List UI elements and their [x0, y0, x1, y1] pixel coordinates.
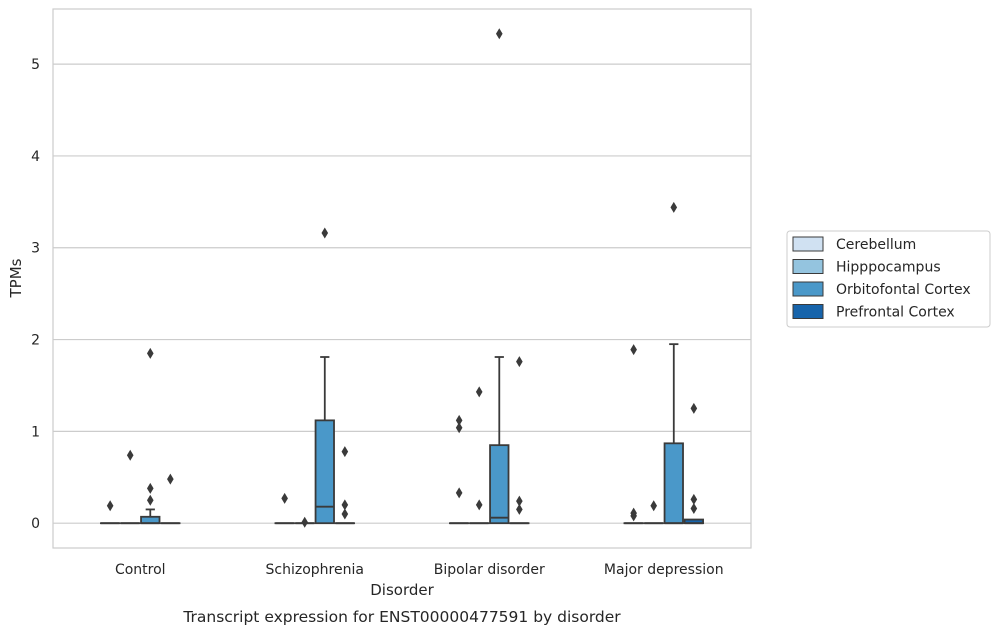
outlier-point [516, 356, 523, 368]
box-prefrontal-cortex [334, 446, 355, 525]
box-marks [100, 28, 704, 528]
legend-label: Hipppocampus [836, 260, 941, 276]
chart-caption: Transcript expression for ENST0000047759… [182, 608, 621, 626]
box-cerebellum [623, 344, 644, 525]
legend-label: Orbitofontal Cortex [836, 282, 971, 298]
x-tick-label: Control [115, 562, 166, 578]
y-tick-label: 0 [31, 516, 40, 532]
legend-label: Prefrontal Cortex [836, 305, 955, 321]
legend-swatch [792, 304, 824, 319]
box-body [314, 419, 335, 525]
outlier-point [630, 507, 637, 519]
outlier-point [301, 516, 309, 528]
plot-frame [52, 8, 752, 549]
outlier-point [126, 449, 134, 461]
plot-area [53, 9, 751, 548]
outlier-point [341, 446, 349, 458]
box-cerebellum [100, 500, 121, 525]
outlier-point [455, 414, 463, 426]
box-hipppocampus [643, 500, 664, 525]
y-tick-label: 5 [31, 57, 40, 73]
outlier-point [281, 492, 288, 504]
box-prefrontal-cortex [509, 356, 530, 525]
box-hipppocampus [120, 449, 141, 525]
outlier-point [690, 493, 698, 505]
outlier-point [455, 422, 463, 434]
x-tick-label: Bipolar disorder [434, 562, 545, 578]
outlier-point [475, 499, 483, 511]
x-axis-label: Disorder [370, 581, 434, 599]
x-tick-label: Major depression [604, 562, 724, 578]
outlier-point [495, 28, 503, 40]
outlier-point [455, 487, 463, 499]
y-tick-labels: 0 1 2 3 4 5 [31, 57, 40, 532]
legend-label: Cerebellum [836, 237, 916, 253]
y-tick-label: 1 [31, 424, 40, 440]
outlier-point [106, 500, 114, 512]
box-orbitofontal-cortex [663, 201, 684, 525]
outlier-point [341, 499, 349, 511]
legend-swatch [792, 236, 824, 252]
box-hipppocampus [469, 386, 490, 525]
x-tick-label: Schizophrenia [266, 562, 364, 578]
box-cerebellum [449, 414, 470, 525]
legend-swatch [792, 281, 824, 297]
box-prefrontal-cortex [160, 473, 181, 525]
legend: Cerebellum Hipppocampus Orbitofontal Corte… [786, 230, 991, 328]
outlier-point [167, 473, 174, 485]
outlier-point [146, 482, 154, 494]
box-orbitofontal-cortex [314, 227, 335, 525]
y-axis-label: TPMs [7, 258, 25, 298]
outlier-point [650, 500, 658, 512]
box-prefrontal-cortex [683, 402, 704, 525]
y-tick-label: 3 [31, 241, 40, 257]
outlier-point [690, 503, 698, 515]
outlier-point [341, 508, 349, 520]
box-body [663, 442, 684, 525]
outlier-point [146, 494, 154, 506]
outlier-point [475, 386, 483, 398]
outlier-point [146, 347, 154, 359]
box-cerebellum [274, 492, 295, 525]
y-tick-label: 4 [31, 149, 40, 165]
y-tick-label: 2 [31, 333, 40, 349]
box-orbitofontal-cortex [489, 28, 510, 525]
outlier-point [321, 227, 329, 239]
box-orbitofontal-cortex [140, 347, 161, 525]
legend-frame [786, 230, 991, 328]
outlier-point [690, 402, 698, 414]
box-body [140, 515, 161, 525]
outlier-point [516, 495, 523, 507]
box-hipppocampus [294, 516, 315, 528]
outlier-point [516, 503, 523, 515]
outlier-point [630, 344, 637, 356]
legend-swatch [792, 259, 824, 274]
outlier-point [670, 201, 678, 213]
box-body [489, 444, 510, 525]
x-tick-labels: Control Schizophrenia Bipolar disorder Majo… [115, 562, 724, 578]
